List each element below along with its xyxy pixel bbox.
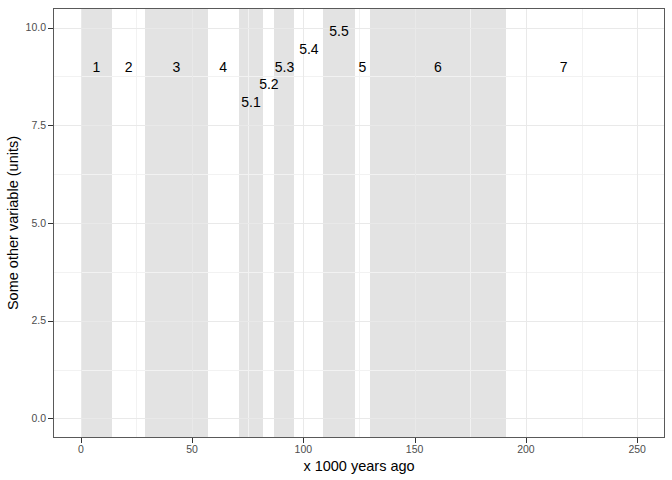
stage-label-7: 7 <box>560 60 568 74</box>
y-gridline-major-2.5 <box>53 321 665 322</box>
stage-label-2: 2 <box>125 60 133 74</box>
y-gridline-minor-8.75 <box>53 76 665 77</box>
y-gridline-major-5 <box>53 223 665 224</box>
x-tick-label-50: 50 <box>172 443 212 456</box>
y-tick-0.0 <box>48 418 53 419</box>
y-gridline-major-10 <box>53 28 665 29</box>
y-gridline-minor-1.25 <box>53 370 665 371</box>
stage-label-5.4: 5.4 <box>299 42 318 56</box>
y-tick-2.5 <box>48 321 53 322</box>
stage-label-5: 5 <box>358 60 366 74</box>
stage-label-5.5: 5.5 <box>329 24 348 38</box>
x-tick-label-100: 100 <box>283 443 323 456</box>
x-tick-label-0: 0 <box>61 443 101 456</box>
y-tick-10.0 <box>48 28 53 29</box>
y-gridline-major-7.5 <box>53 125 665 126</box>
x-tick-label-250: 250 <box>617 443 657 456</box>
stage-label-4: 4 <box>219 60 227 74</box>
y-gridline-minor-3.75 <box>53 272 665 273</box>
stage-label-3: 3 <box>173 60 181 74</box>
y-gridline-major-0 <box>53 418 665 419</box>
y-axis-title: Some other variable (units) <box>5 8 21 438</box>
stage-label-5.3: 5.3 <box>275 60 294 74</box>
y-tick-7.5 <box>48 125 53 126</box>
stage-label-6: 6 <box>434 60 442 74</box>
x-tick-label-200: 200 <box>506 443 546 456</box>
x-tick-label-150: 150 <box>395 443 435 456</box>
plot-panel: 1 2 3 4 5.1 5.2 5.3 5.4 5.5 5 6 7 <box>53 8 665 438</box>
y-tick-5.0 <box>48 223 53 224</box>
stage-label-1: 1 <box>92 60 100 74</box>
y-gridline-minor-6.25 <box>53 174 665 175</box>
chart-figure: 12345.15.25.35.45.5567 0501001502002500.… <box>0 0 672 480</box>
x-axis-title: x 1000 years ago <box>53 458 665 474</box>
stage-label-5.2: 5.2 <box>259 77 278 91</box>
stage-label-5.1: 5.1 <box>241 95 260 109</box>
